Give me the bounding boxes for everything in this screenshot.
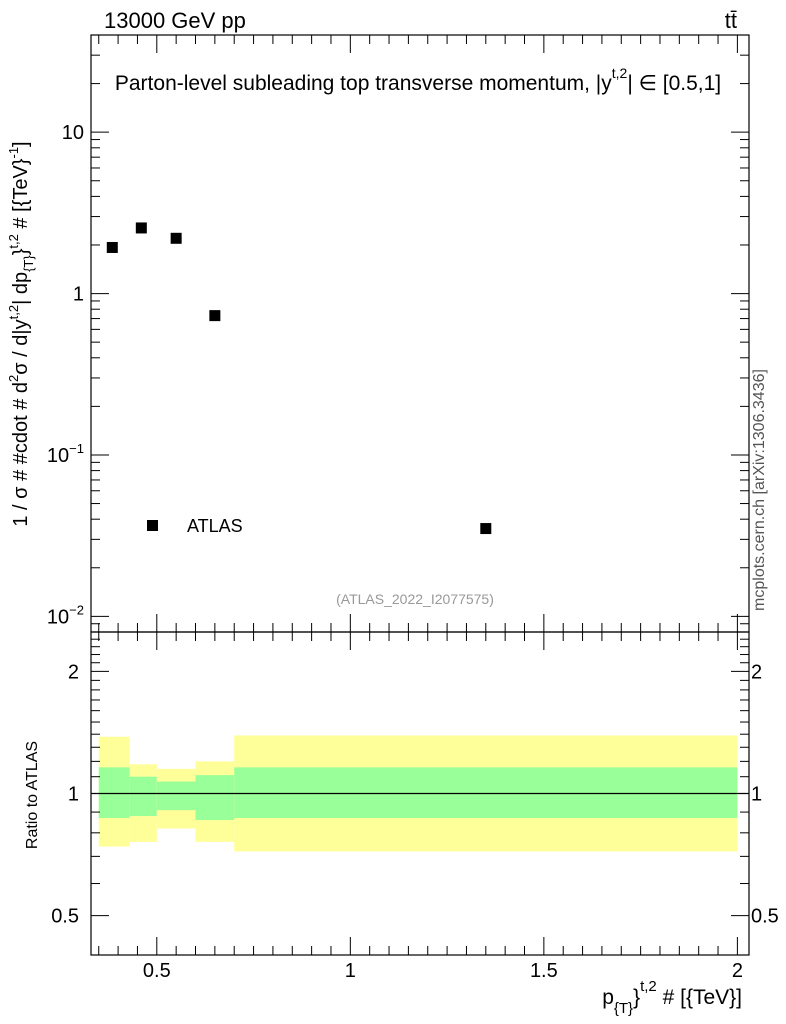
ratio-x-ticks: [98, 632, 738, 955]
stat-uncertainty-band: [129, 776, 157, 817]
main-x-ticks: [98, 35, 738, 632]
x-axis-label: p{T}}t,2 # [{TeV}]: [602, 978, 742, 1017]
x-tick-label: 0.5: [143, 960, 171, 982]
data-point: [480, 523, 492, 535]
ratio-y-tick-label-right: 2: [751, 661, 762, 683]
data-point: [106, 241, 118, 253]
main-y-tick-labels: 10 1 10−1 10−2: [47, 122, 84, 628]
energy-label: 13000 GeV pp: [104, 8, 246, 33]
stat-uncertainty-band: [98, 767, 130, 819]
legend-label-atlas: ATLAS: [187, 516, 243, 536]
ratio-y-tick-label-right: 0.5: [751, 906, 779, 928]
plot-title: Parton-level subleading top transverse m…: [115, 65, 721, 95]
data-markers: [106, 222, 492, 535]
title-tail: | ∈ [0.5,1]: [627, 72, 721, 95]
legend-marker-atlas: [147, 520, 158, 531]
main-y-axis-label: 1 / σ # #cdot # d2σ / d|yt,2| dp{T}}t,2 …: [6, 141, 36, 526]
main-y-tick-label: 1: [73, 284, 84, 306]
ratio-y-axis-label: Ratio to ATLAS: [24, 741, 41, 849]
main-y-ticks: [91, 34, 749, 633]
data-point: [135, 222, 147, 234]
stat-uncertainty-band: [195, 775, 235, 821]
stat-uncertainty-band: [156, 781, 196, 811]
ratio-y-tick-label-left: 2: [68, 661, 79, 683]
data-point: [170, 232, 182, 244]
main-y-tick-label: 10−1: [47, 441, 84, 467]
x-tick-label: 1.5: [530, 960, 558, 982]
x-tick-labels: 0.5 1 1.5 2: [143, 960, 743, 982]
main-y-tick-label: 10: [62, 122, 84, 144]
side-label: mcplots.cern.ch [arXiv:1306.3436]: [751, 369, 768, 611]
main-plot-frame: [90, 34, 750, 633]
process-label: tt̄: [725, 8, 737, 33]
analysis-id: (ATLAS_2022_I2077575): [336, 591, 494, 607]
data-point: [209, 310, 221, 322]
ratio-y-tick-label-left: 0.5: [51, 906, 79, 928]
ratio-y-tick-label-left: 1: [68, 784, 79, 806]
title-y: y: [601, 72, 612, 95]
main-y-tick-label: 10−2: [47, 602, 84, 628]
x-tick-label: 2: [732, 960, 743, 982]
ratio-y-tick-label-right: 1: [751, 784, 762, 806]
ratio-y-ticks: [91, 631, 749, 956]
ratio-y-tick-labels: 2 2 1 1 0.5 0.5: [51, 661, 779, 927]
title-sup: t,2: [612, 65, 628, 81]
title-main: Parton-level subleading top transverse m…: [115, 72, 601, 95]
stat-uncertainty-band: [234, 767, 738, 819]
x-tick-label: 1: [345, 960, 356, 982]
